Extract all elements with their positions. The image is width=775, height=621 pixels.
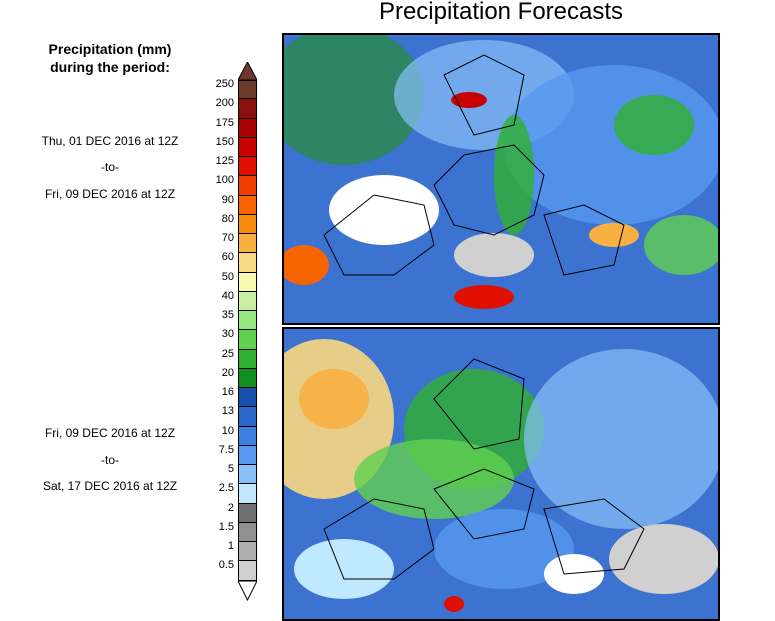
color-bar-segment bbox=[238, 368, 257, 388]
map-panel-period1 bbox=[282, 33, 720, 325]
color-bar-segment bbox=[238, 99, 257, 119]
color-bar-label: 35 bbox=[221, 309, 234, 321]
color-bar-bottom-arrow bbox=[238, 580, 257, 601]
color-bar-segment bbox=[238, 407, 257, 427]
period2-separator-label: -to- bbox=[101, 453, 119, 467]
color-bar-segment bbox=[238, 426, 257, 446]
legend-heading-line1: Precipitation (mm) bbox=[48, 41, 172, 57]
color-bar-segment bbox=[238, 445, 257, 465]
map-panel-period2 bbox=[282, 327, 720, 621]
color-bar-label: 90 bbox=[221, 193, 234, 206]
period1-start-label: Thu, 01 DEC 2016 at 12Z bbox=[41, 134, 179, 148]
color-bar-label: 150 bbox=[215, 135, 234, 148]
color-bar-segment bbox=[238, 503, 257, 523]
color-bar-label: 2.5 bbox=[218, 482, 234, 495]
color-bar-label: 50 bbox=[221, 270, 234, 283]
color-bar-segment bbox=[238, 214, 257, 234]
color-bar-segment bbox=[238, 176, 257, 196]
color-bar-segment bbox=[238, 118, 257, 138]
color-bar-segment bbox=[238, 272, 257, 292]
color-bar-segment bbox=[238, 542, 257, 562]
color-bar-segment bbox=[238, 522, 257, 542]
precip-map-1 bbox=[284, 35, 718, 323]
color-bar-label: 7.5 bbox=[218, 443, 234, 456]
color-bar-top-arrow bbox=[238, 62, 257, 80]
color-bar-label: 70 bbox=[221, 232, 234, 244]
color-bar-segment bbox=[238, 137, 257, 157]
color-bar-label: 25 bbox=[221, 347, 234, 360]
period1-end-label: Fri, 09 DEC 2016 at 12Z bbox=[44, 187, 176, 201]
color-bar-segment bbox=[238, 484, 257, 504]
color-bar-segment bbox=[238, 157, 257, 177]
color-bar-segment bbox=[238, 253, 257, 273]
color-bar-label: 16 bbox=[221, 386, 234, 398]
period2-start-label: Fri, 09 DEC 2016 at 12Z bbox=[44, 426, 176, 440]
color-bar-label: 30 bbox=[221, 328, 234, 341]
color-bar-label: 1 bbox=[227, 540, 234, 552]
chart-title: Precipitation Forecasts bbox=[378, 0, 624, 25]
color-bar-label: 100 bbox=[215, 174, 234, 187]
color-bar-segment bbox=[238, 561, 257, 581]
color-bar-label: 20 bbox=[221, 366, 234, 379]
color-bar-label: 40 bbox=[221, 289, 234, 302]
period1-separator-label: -to- bbox=[101, 160, 119, 174]
color-bar-segment bbox=[238, 330, 257, 350]
color-bar-segment bbox=[238, 465, 257, 485]
period2-end-label: Sat, 17 DEC 2016 at 12Z bbox=[42, 479, 178, 493]
color-bar-segment bbox=[238, 388, 257, 408]
color-bar-label: 250 bbox=[215, 78, 234, 90]
legend-heading: Precipitation (mm) during the period: bbox=[10, 40, 210, 76]
color-bar-label: 5 bbox=[227, 463, 234, 475]
precip-map-2 bbox=[284, 329, 718, 619]
color-bar-label: 1.5 bbox=[218, 520, 234, 533]
color-bar-segment bbox=[238, 349, 257, 369]
legend-heading-line2: during the period: bbox=[50, 59, 170, 75]
color-bar-label: 10 bbox=[221, 424, 234, 437]
color-bar-segment bbox=[238, 234, 257, 254]
color-bar-label: 80 bbox=[221, 212, 234, 225]
color-bar-label: 60 bbox=[221, 251, 234, 264]
color-bar-label: 2 bbox=[227, 501, 234, 514]
color-bar-label: 175 bbox=[215, 116, 234, 129]
color-bar-label: 125 bbox=[215, 155, 234, 167]
color-bar-label: 0.5 bbox=[218, 559, 234, 572]
color-bar-segment bbox=[238, 311, 257, 331]
color-bar-segment bbox=[238, 195, 257, 215]
color-bar-segment bbox=[238, 80, 257, 100]
color-bar-label: 200 bbox=[215, 97, 234, 110]
color-bar-label: 13 bbox=[221, 405, 234, 418]
color-bar-segment bbox=[238, 291, 257, 311]
